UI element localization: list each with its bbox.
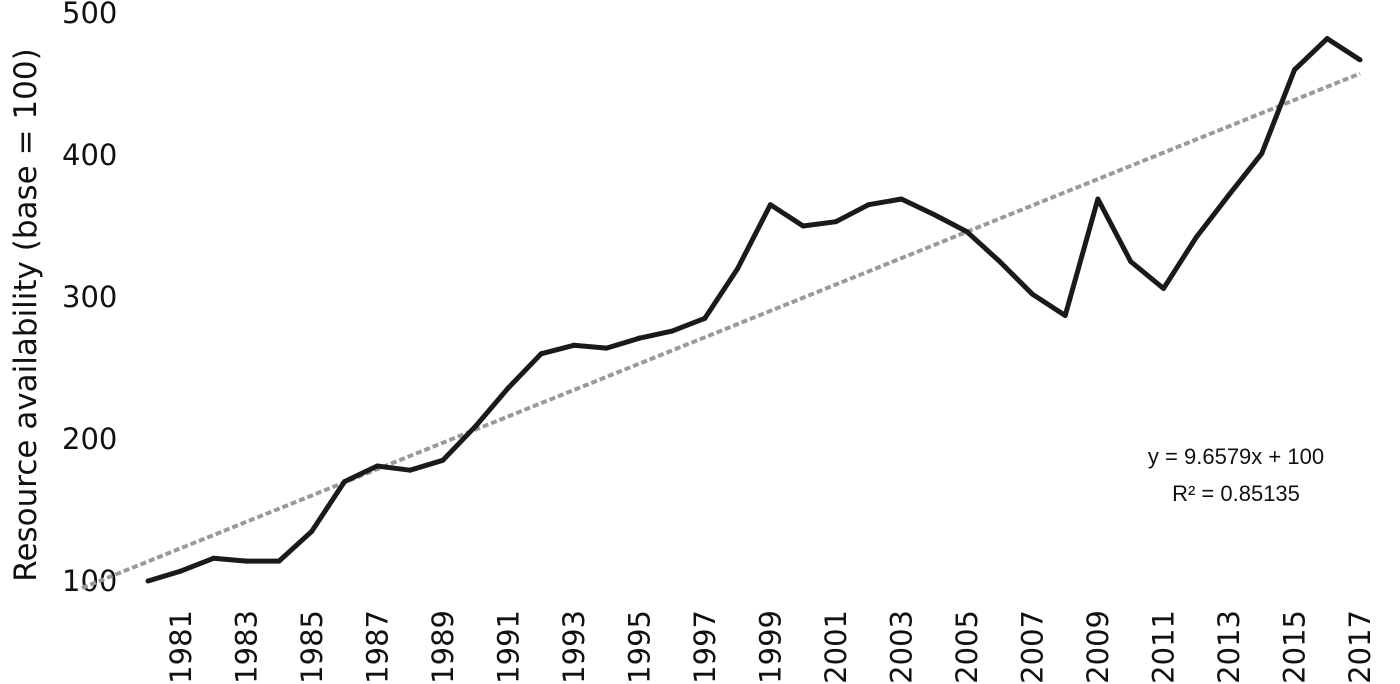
trendline xyxy=(81,71,1361,590)
x-tick-label: 2011 xyxy=(1146,610,1180,684)
data-point xyxy=(211,555,217,561)
x-tick-label: 2005 xyxy=(950,610,984,684)
data-point xyxy=(440,457,446,463)
y-tick-label: 300 xyxy=(62,280,117,314)
x-tick-label: 1997 xyxy=(688,610,722,684)
data-point xyxy=(178,568,184,574)
data-point xyxy=(1193,234,1199,240)
data-point xyxy=(1160,285,1166,291)
x-tick-label: 1999 xyxy=(753,610,787,684)
data-point xyxy=(374,463,380,469)
data-point xyxy=(1357,57,1363,63)
data-point xyxy=(702,315,708,321)
x-tick-label: 2003 xyxy=(884,610,918,684)
data-point xyxy=(505,385,511,391)
data-point xyxy=(407,467,413,473)
trendline-r-squared: R² = 0.85135 xyxy=(1172,481,1300,506)
data-point xyxy=(898,196,904,202)
x-tick-label: 2001 xyxy=(819,610,853,684)
data-point xyxy=(571,342,577,348)
data-point xyxy=(1324,36,1330,42)
y-tick-label: 400 xyxy=(62,138,117,172)
data-point xyxy=(1226,192,1232,198)
data-point xyxy=(767,202,773,208)
data-point xyxy=(669,328,675,334)
data-point xyxy=(145,578,151,584)
x-tick-label: 2007 xyxy=(1015,610,1049,684)
x-tick-label: 1991 xyxy=(491,610,525,684)
data-point xyxy=(342,479,348,485)
x-tick-label: 1985 xyxy=(295,610,329,684)
data-point xyxy=(604,345,610,351)
x-tick-label: 1995 xyxy=(622,610,656,684)
series-line xyxy=(147,36,1362,584)
data-point xyxy=(1259,151,1265,157)
data-point xyxy=(964,229,970,235)
y-tick-label: 500 xyxy=(62,0,117,30)
x-tick-label: 2009 xyxy=(1081,610,1115,684)
data-point xyxy=(800,223,806,229)
trendline-equation: y = 9.6579x + 100 xyxy=(1148,444,1324,469)
x-tick-label: 2017 xyxy=(1343,610,1377,684)
x-tick-label: 2013 xyxy=(1212,610,1246,684)
data-points xyxy=(145,36,1363,584)
data-point xyxy=(1095,196,1101,202)
x-tick-label: 1987 xyxy=(360,610,394,684)
data-point xyxy=(1128,259,1134,264)
data-point xyxy=(538,351,544,357)
x-tick-label: 1981 xyxy=(164,610,198,684)
data-point xyxy=(309,528,315,534)
x-tick-label: 1983 xyxy=(229,610,263,684)
data-point xyxy=(243,558,249,564)
data-point xyxy=(1029,291,1035,297)
data-point xyxy=(636,335,642,341)
x-tick-label: 2015 xyxy=(1277,610,1311,684)
data-point xyxy=(866,202,872,208)
data-point xyxy=(1291,67,1297,73)
y-axis-title: Resource availability (base = 100) xyxy=(8,48,44,581)
data-point xyxy=(735,266,741,272)
data-point xyxy=(997,259,1003,264)
data-point xyxy=(833,219,839,225)
data-point xyxy=(931,212,937,218)
y-tick-labels: 100 200 300 400 500 xyxy=(62,0,117,598)
y-tick-label: 200 xyxy=(62,422,117,456)
data-point xyxy=(276,558,282,564)
x-tick-label: 1989 xyxy=(426,610,460,684)
x-tick-label: 1993 xyxy=(557,610,591,684)
data-point xyxy=(473,423,479,429)
y-tick-label: 100 xyxy=(62,564,117,598)
x-tick-labels: 1981 1983 1985 1987 1989 1991 1993 1995 1997 1999… xyxy=(164,610,1377,684)
data-point xyxy=(1062,312,1068,318)
